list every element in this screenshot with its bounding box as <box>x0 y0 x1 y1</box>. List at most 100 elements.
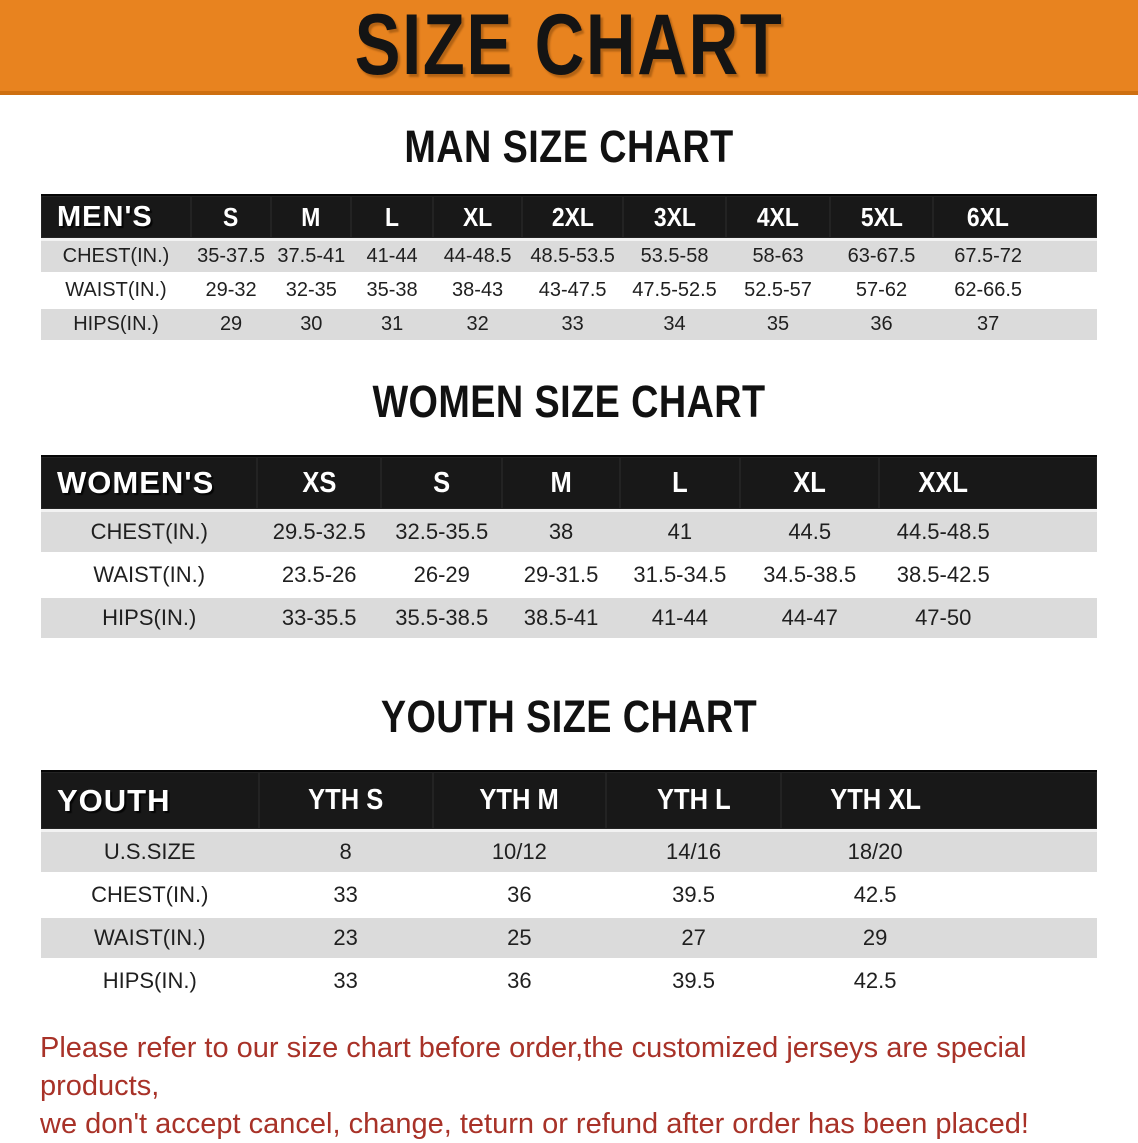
size-header-cell: 3XL <box>622 194 727 241</box>
value-cell: 38 <box>502 512 620 555</box>
value-cell: 38-43 <box>432 275 523 309</box>
men-size-table: MEN'S S M L XL 2XL 3XL 4XL 5XL 6XL CHEST(IN.) 35-37… <box>41 194 1097 343</box>
value-cell: 47.5-52.5 <box>622 275 727 309</box>
value-cell: 14/16 <box>605 832 782 875</box>
table-header-row: YOUTH YTH S YTH M YTH L YTH XL <box>41 770 1097 832</box>
value-cell: 53.5-58 <box>622 241 727 275</box>
value-cell: 37 <box>933 309 1097 343</box>
row-label-cell: CHEST(IN.) <box>41 512 258 555</box>
table-title-cell: YOUTH <box>41 770 259 832</box>
value-cell: 42.5 <box>781 961 1097 1004</box>
row-label-cell: WAIST(IN.) <box>41 275 191 309</box>
value-cell: 58-63 <box>726 241 830 275</box>
value-cell: 8 <box>258 832 433 875</box>
value-cell: 33 <box>258 875 433 918</box>
value-cell: 29-32 <box>190 275 272 309</box>
order-policy-note: Please refer to our size chart before or… <box>40 1029 1108 1143</box>
table-row: CHEST(IN.) 33 36 39.5 42.5 <box>41 875 1097 918</box>
value-cell: 23.5-26 <box>257 555 382 598</box>
value-cell: 35 <box>726 309 830 343</box>
table-row: WAIST(IN.) 23.5-26 26-29 29-31.5 31.5-34.5 34… <box>41 555 1097 598</box>
size-header-cell: 5XL <box>829 194 934 241</box>
size-header-cell: S <box>381 455 503 512</box>
row-label-cell: CHEST(IN.) <box>41 241 191 275</box>
value-cell: 27 <box>605 918 782 961</box>
size-header-cell: 6XL <box>933 194 1097 241</box>
value-cell: 48.5-53.5 <box>522 241 623 275</box>
title-banner: SIZE CHART <box>0 0 1138 95</box>
value-cell: 41-44 <box>351 241 433 275</box>
value-cell: 18/20 <box>781 832 1097 875</box>
table-row: HIPS(IN.) 33 36 39.5 42.5 <box>41 961 1097 1004</box>
value-cell: 44.5-48.5 <box>879 512 1097 555</box>
table-title-cell: WOMEN'S <box>41 455 258 512</box>
row-label-cell: HIPS(IN.) <box>41 961 259 1004</box>
table-row: HIPS(IN.) 29 30 31 32 33 34 35 36 37 <box>41 309 1097 343</box>
value-cell: 63-67.5 <box>829 241 934 275</box>
value-cell: 32 <box>432 309 523 343</box>
value-cell: 43-47.5 <box>522 275 623 309</box>
value-cell: 41 <box>619 512 741 555</box>
value-cell: 26-29 <box>381 555 503 598</box>
value-cell: 67.5-72 <box>933 241 1097 275</box>
row-label-cell: HIPS(IN.) <box>41 309 191 343</box>
value-cell: 36 <box>829 309 934 343</box>
row-label-cell: U.S.SIZE <box>41 832 259 875</box>
youth-size-table: YOUTH YTH S YTH M YTH L YTH XL U.S.SIZE 8 10/12… <box>41 770 1097 1004</box>
order-policy-line-2: we don't accept cancel, change, teturn o… <box>40 1108 1029 1140</box>
table-row: WAIST(IN.) 23 25 27 29 <box>41 918 1097 961</box>
value-cell: 10/12 <box>432 832 606 875</box>
value-cell: 62-66.5 <box>933 275 1097 309</box>
row-label-cell: WAIST(IN.) <box>41 918 259 961</box>
size-header-cell: M <box>502 455 620 512</box>
page-title: SIZE CHART <box>354 0 784 93</box>
table-row: WAIST(IN.) 29-32 32-35 35-38 38-43 43-47.5 47.… <box>41 275 1097 309</box>
size-header-cell: 2XL <box>522 194 623 241</box>
table-header-row: MEN'S S M L XL 2XL 3XL 4XL 5XL 6XL <box>41 194 1097 241</box>
value-cell: 29 <box>190 309 272 343</box>
value-cell: 57-62 <box>829 275 934 309</box>
value-cell: 31 <box>351 309 433 343</box>
row-label-cell: WAIST(IN.) <box>41 555 258 598</box>
value-cell: 29 <box>781 918 1097 961</box>
size-header-cell: XL <box>432 194 523 241</box>
table-header-row: WOMEN'S XS S M L XL XXL <box>41 455 1097 512</box>
value-cell: 29-31.5 <box>502 555 620 598</box>
size-header-cell: 4XL <box>726 194 830 241</box>
value-cell: 47-50 <box>879 598 1097 641</box>
women-size-section: WOMEN SIZE CHART WOMEN'S XS S M L XL XXL CHEST(… <box>0 376 1138 641</box>
value-cell: 36 <box>432 875 606 918</box>
table-row: U.S.SIZE 8 10/12 14/16 18/20 <box>41 832 1097 875</box>
value-cell: 35.5-38.5 <box>381 598 503 641</box>
size-header-cell: XS <box>257 455 382 512</box>
size-header-cell: YTH S <box>258 770 433 832</box>
women-section-heading: WOMEN SIZE CHART <box>372 376 766 427</box>
value-cell: 52.5-57 <box>726 275 830 309</box>
table-row: CHEST(IN.) 29.5-32.5 32.5-35.5 38 41 44.5 44.5… <box>41 512 1097 555</box>
value-cell: 30 <box>271 309 352 343</box>
size-header-cell: XL <box>740 455 880 512</box>
men-section-heading: MAN SIZE CHART <box>404 121 734 172</box>
size-header-cell: L <box>351 194 433 241</box>
youth-size-section: YOUTH SIZE CHART YOUTH YTH S YTH M YTH L YTH… <box>0 691 1138 1004</box>
value-cell: 39.5 <box>605 875 782 918</box>
value-cell: 35-37.5 <box>190 241 272 275</box>
table-row: HIPS(IN.) 33-35.5 35.5-38.5 38.5-41 41-44 44-… <box>41 598 1097 641</box>
value-cell: 38.5-42.5 <box>879 555 1097 598</box>
youth-section-heading: YOUTH SIZE CHART <box>380 691 758 742</box>
value-cell: 33 <box>258 961 433 1004</box>
value-cell: 32-35 <box>271 275 352 309</box>
row-label-cell: HIPS(IN.) <box>41 598 258 641</box>
value-cell: 25 <box>432 918 606 961</box>
value-cell: 44-48.5 <box>432 241 523 275</box>
value-cell: 33 <box>522 309 623 343</box>
value-cell: 42.5 <box>781 875 1097 918</box>
value-cell: 36 <box>432 961 606 1004</box>
value-cell: 39.5 <box>605 961 782 1004</box>
value-cell: 44-47 <box>740 598 880 641</box>
size-header-cell: YTH XL <box>781 770 1097 832</box>
size-header-cell: YTH L <box>605 770 782 832</box>
row-label-cell: CHEST(IN.) <box>41 875 259 918</box>
size-header-cell: XXL <box>879 455 1097 512</box>
